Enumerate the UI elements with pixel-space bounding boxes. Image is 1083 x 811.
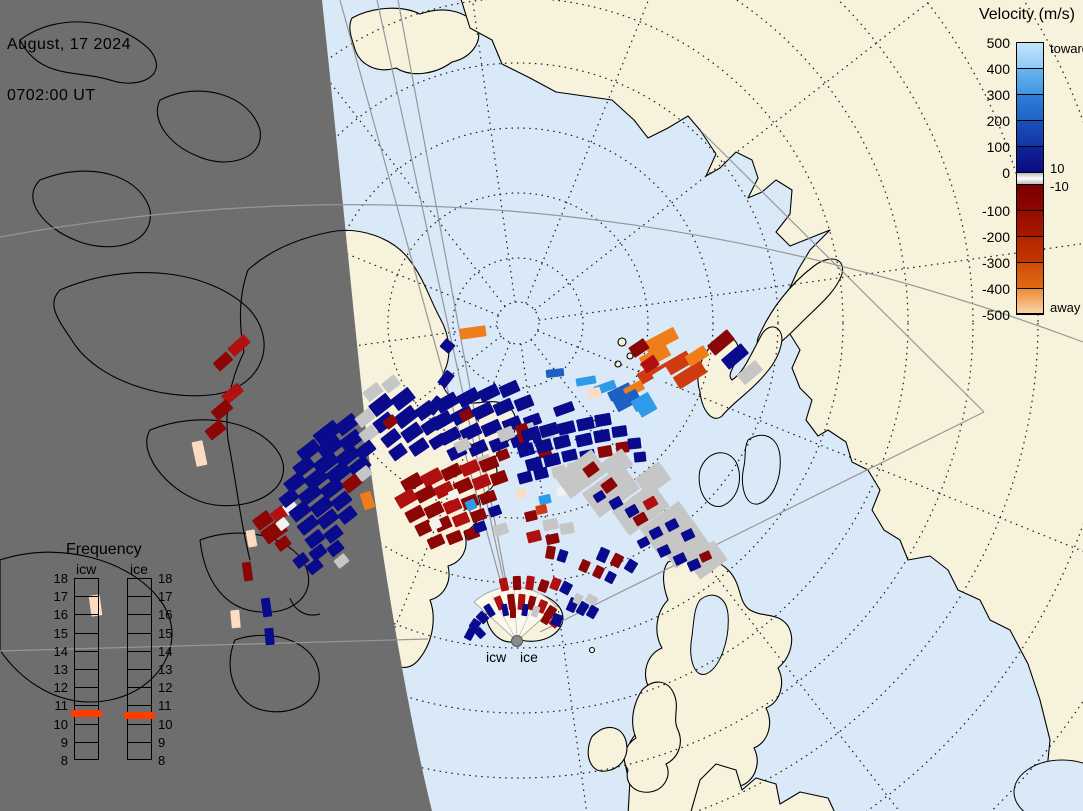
frequency-tick-label: 15 <box>158 625 173 641</box>
frequency-tick-label: 18 <box>53 571 68 586</box>
map-label-ice: ice <box>520 649 538 665</box>
frequency-tick-label: 8 <box>158 753 166 768</box>
frequency-tick-label: 13 <box>53 662 68 677</box>
velocity-tick-label: -300 <box>981 255 1010 271</box>
frequency-column-icw: icw <box>76 561 97 577</box>
velocity-tick-label: -200 <box>981 229 1010 245</box>
velocity-tick-label: 200 <box>986 113 1010 129</box>
velocity-minus10-label: -10 <box>1050 179 1069 194</box>
frequency-bar-cell <box>128 652 151 670</box>
velocity-tick-label: 400 <box>986 61 1010 77</box>
frequency-tick-label: 12 <box>158 680 173 696</box>
islet-faroe <box>588 646 596 654</box>
radar-site-dot <box>511 635 523 647</box>
frequency-bar-cell <box>75 615 98 634</box>
frequency-bar-icw <box>74 578 99 760</box>
frequency-bar-cell <box>128 597 151 616</box>
frequency-tick-label: 16 <box>53 607 68 623</box>
velocity-tick-label: 300 <box>986 87 1010 103</box>
frequency-bar-cell <box>128 706 151 725</box>
velocity-tick-label: 100 <box>986 139 1010 155</box>
frequency-tick-label: 15 <box>53 625 68 641</box>
colorbar-segment <box>1017 43 1043 69</box>
frequency-tick-label: 14 <box>158 643 173 659</box>
colorbar-segment <box>1017 211 1043 237</box>
frequency-legend-title: Frequency <box>66 541 142 558</box>
frequency-tick-label: 8 <box>60 753 68 768</box>
frequency-bar-cell <box>128 634 151 652</box>
velocity-tick-label: -500 <box>981 307 1010 323</box>
land-ireland <box>587 726 628 772</box>
frequency-tick-label: 18 <box>158 571 173 586</box>
frequency-bar-cell <box>128 579 151 598</box>
frequency-bar-cell <box>75 634 98 652</box>
land-europe <box>690 763 835 811</box>
frequency-bar-cell <box>75 670 98 689</box>
velocity-tick-label: 0 <box>1002 165 1010 181</box>
frequency-tick-label: 10 <box>158 716 173 732</box>
islet <box>626 352 634 360</box>
colorbar-segment <box>1017 121 1043 147</box>
colorbar-segment <box>1017 237 1043 263</box>
islet <box>614 360 622 368</box>
frequency-tick-label: 11 <box>54 698 69 714</box>
velocity-tick-label: 500 <box>986 35 1010 51</box>
timestamp-date: August, 17 2024 <box>7 36 132 53</box>
frequency-tick-label: 16 <box>158 607 173 623</box>
colorbar-segment <box>1017 263 1043 289</box>
frequency-tick-label: 17 <box>53 589 68 605</box>
frequency-bar-cell <box>128 688 151 707</box>
velocity-colorbar <box>1016 42 1044 315</box>
frequency-bar-cell <box>75 579 98 598</box>
velocity-tick-label: -100 <box>981 203 1010 219</box>
frequency-tick-label: 9 <box>60 734 68 750</box>
colorbar-segment <box>1017 147 1043 173</box>
frequency-tick-label: 12 <box>53 680 68 696</box>
velocity-tick-label: -400 <box>981 281 1010 297</box>
timestamp: August, 17 2024 0702:00 UT <box>7 2 131 138</box>
frequency-bar-cell <box>128 670 151 689</box>
frequency-bar-cell <box>75 725 98 743</box>
frequency-bar-cell <box>75 597 98 616</box>
velocity-plus10-label: 10 <box>1050 161 1065 176</box>
frequency-bar-cell <box>128 725 151 743</box>
islet <box>617 337 627 347</box>
colorbar-segment <box>1017 289 1043 314</box>
frequency-marker-icw <box>71 710 102 717</box>
frequency-bar-ice <box>127 578 152 760</box>
colorbar-segment <box>1017 69 1043 95</box>
map-label-icw: icw <box>486 649 507 665</box>
inland-seas <box>690 434 1083 811</box>
timestamp-time: 0702:00 UT <box>7 87 96 104</box>
frequency-tick-label: 10 <box>53 716 68 732</box>
colorbar-segment <box>1017 95 1043 121</box>
velocity-legend-title: Velocity (m/s) <box>978 6 1075 23</box>
frequency-bar-cell <box>75 706 98 725</box>
colorbar-segment <box>1017 173 1043 185</box>
frequency-column-ice: ice <box>130 561 148 577</box>
land-britain <box>623 681 681 793</box>
frequency-bar-cell <box>75 688 98 707</box>
frequency-bar-cell <box>75 652 98 670</box>
frequency-marker-ice <box>124 712 155 719</box>
velocity-away-label: away <box>1050 300 1081 315</box>
velocity-toward-label: toward <box>1050 41 1083 56</box>
frequency-bar-cell <box>128 615 151 634</box>
colorbar-segment <box>1017 185 1043 211</box>
frequency-bar-cell <box>75 743 98 761</box>
frequency-tick-label: 14 <box>53 643 68 659</box>
frequency-bar-cell <box>128 743 151 761</box>
frequency-tick-label: 11 <box>158 698 172 714</box>
frequency-tick-label: 17 <box>158 589 173 605</box>
frequency-tick-label: 13 <box>158 662 173 677</box>
frequency-tick-label: 9 <box>158 734 166 750</box>
